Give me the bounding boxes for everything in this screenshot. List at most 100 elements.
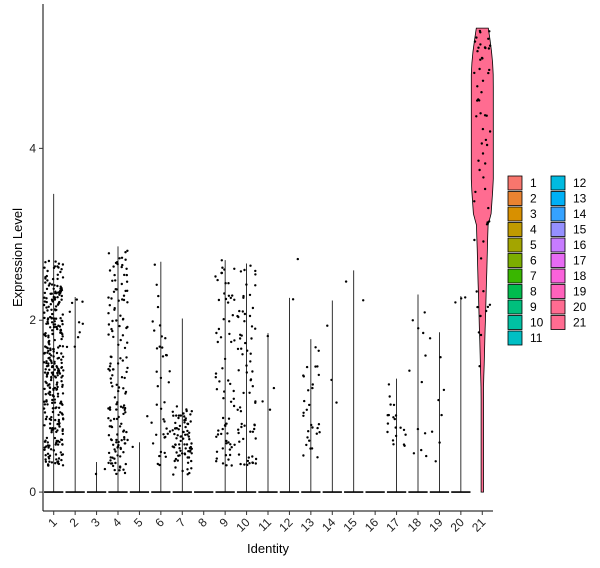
data-point — [43, 311, 46, 314]
legend-key-7 — [507, 268, 523, 284]
data-point — [110, 381, 113, 384]
data-point — [117, 386, 121, 389]
data-point — [221, 447, 224, 450]
data-point — [51, 401, 54, 405]
data-point — [248, 314, 252, 318]
data-point — [439, 356, 442, 359]
data-point — [45, 306, 48, 309]
data-point — [188, 471, 191, 475]
data-point — [56, 395, 60, 398]
data-point — [438, 441, 441, 444]
data-point — [60, 298, 63, 301]
data-point — [476, 50, 479, 53]
data-point — [391, 439, 395, 442]
data-point — [112, 335, 115, 339]
data-point — [56, 392, 60, 395]
data-point — [215, 450, 219, 453]
data-point — [240, 425, 243, 429]
data-point — [386, 422, 390, 425]
data-point — [189, 413, 192, 416]
data-point — [125, 280, 129, 283]
data-point — [473, 71, 476, 75]
data-point — [45, 436, 49, 440]
data-point — [45, 400, 48, 403]
data-point — [178, 447, 181, 450]
legend-label-15: 15 — [573, 223, 587, 237]
data-point — [229, 296, 232, 300]
data-point — [122, 387, 125, 390]
data-point — [50, 416, 53, 419]
data-point — [226, 432, 229, 435]
data-point — [109, 355, 113, 358]
data-point — [150, 421, 153, 424]
data-point — [224, 297, 228, 301]
data-point — [113, 396, 117, 399]
data-point — [43, 316, 46, 320]
data-point — [309, 447, 312, 450]
data-point — [296, 257, 299, 261]
data-point — [50, 461, 54, 464]
data-point — [108, 369, 112, 372]
data-point — [254, 437, 257, 440]
data-point — [231, 294, 234, 297]
data-point — [57, 406, 61, 409]
legend-label-5: 5 — [530, 238, 537, 252]
data-point — [215, 457, 218, 460]
data-point — [416, 427, 420, 431]
data-point — [307, 430, 310, 433]
data-point — [153, 263, 156, 266]
x-tick-label: 7 — [174, 515, 189, 530]
data-point — [116, 433, 119, 436]
data-point — [52, 428, 55, 431]
legend-key-16 — [550, 237, 566, 253]
data-point — [52, 325, 56, 329]
data-point — [59, 411, 62, 414]
data-point — [158, 454, 161, 458]
data-point — [254, 269, 257, 273]
data-point — [190, 459, 193, 463]
data-point — [161, 346, 164, 349]
data-point — [485, 143, 489, 147]
data-point — [183, 415, 186, 418]
data-point — [43, 424, 46, 427]
data-point — [109, 456, 112, 459]
data-point — [174, 457, 178, 461]
data-point — [50, 283, 54, 286]
data-point — [60, 438, 64, 442]
data-point — [156, 305, 160, 309]
data-point — [60, 337, 63, 341]
data-point — [46, 403, 49, 406]
data-point — [335, 401, 338, 404]
data-point — [114, 288, 117, 291]
legend-key-3 — [507, 206, 523, 222]
data-point — [479, 58, 482, 61]
data-point — [173, 427, 177, 430]
data-point — [254, 327, 257, 330]
data-point — [47, 362, 50, 365]
data-point — [155, 283, 158, 286]
data-point — [158, 324, 162, 327]
data-point — [184, 433, 187, 436]
data-point — [50, 292, 53, 295]
data-point — [233, 298, 236, 301]
y-tick-label: 0 — [29, 485, 36, 499]
data-point — [175, 451, 178, 454]
data-point — [108, 365, 112, 368]
data-point — [61, 323, 64, 326]
violin-20 — [451, 296, 471, 493]
data-point — [103, 467, 107, 471]
violin-15 — [344, 270, 365, 493]
legend-label-1: 1 — [530, 176, 537, 190]
data-point — [53, 298, 57, 301]
data-point — [59, 402, 62, 405]
data-point — [214, 376, 217, 379]
data-point — [57, 457, 61, 460]
data-point — [215, 331, 218, 335]
data-point — [163, 436, 166, 439]
data-point — [157, 294, 160, 298]
data-point — [233, 443, 236, 446]
data-point — [121, 298, 124, 301]
data-point — [45, 360, 48, 363]
data-point — [50, 361, 53, 365]
